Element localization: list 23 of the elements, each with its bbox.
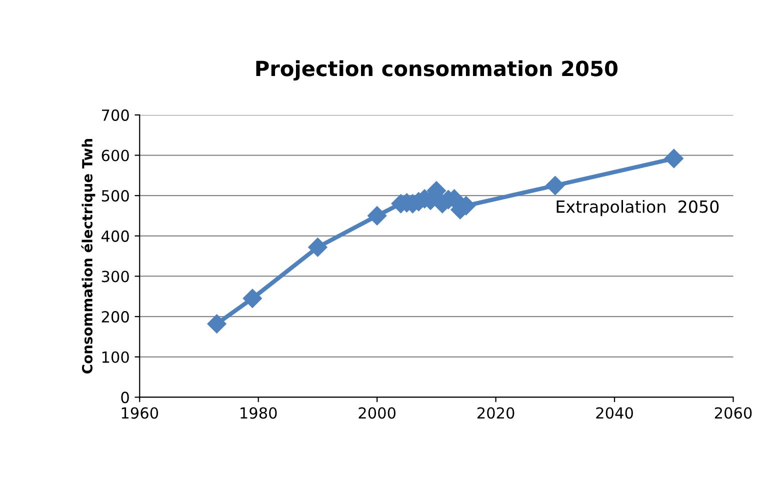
point <box>242 288 262 308</box>
x-tick-label: 2020 <box>477 407 514 419</box>
point <box>664 148 684 168</box>
y-tick-label: 400 <box>101 230 129 242</box>
y-tick-label: 600 <box>102 150 129 162</box>
x-tick-label: 2040 <box>596 407 633 419</box>
x-tick-label: 2000 <box>358 407 396 419</box>
x-tick-label: 2060 <box>714 407 752 419</box>
x-tick-label: 1960 <box>122 407 158 419</box>
annotation: Extrapolation 2050 <box>556 200 719 216</box>
x-tick-label: 1980 <box>240 407 277 419</box>
point <box>207 314 226 334</box>
y-tick-label: 100 <box>102 351 129 363</box>
y-tick-label: 0 <box>121 392 129 404</box>
y-tick-label: 700 <box>102 109 129 121</box>
y-tick-label: 200 <box>102 311 129 323</box>
point <box>308 238 328 257</box>
y-tick-label: 300 <box>102 270 129 282</box>
chart-title: Projection consommation 2050 <box>256 60 618 81</box>
point <box>546 176 565 196</box>
point <box>368 206 387 226</box>
y-axis-title: Consommation électrique Twh <box>81 139 96 374</box>
y-tick-label: 500 <box>102 190 129 202</box>
